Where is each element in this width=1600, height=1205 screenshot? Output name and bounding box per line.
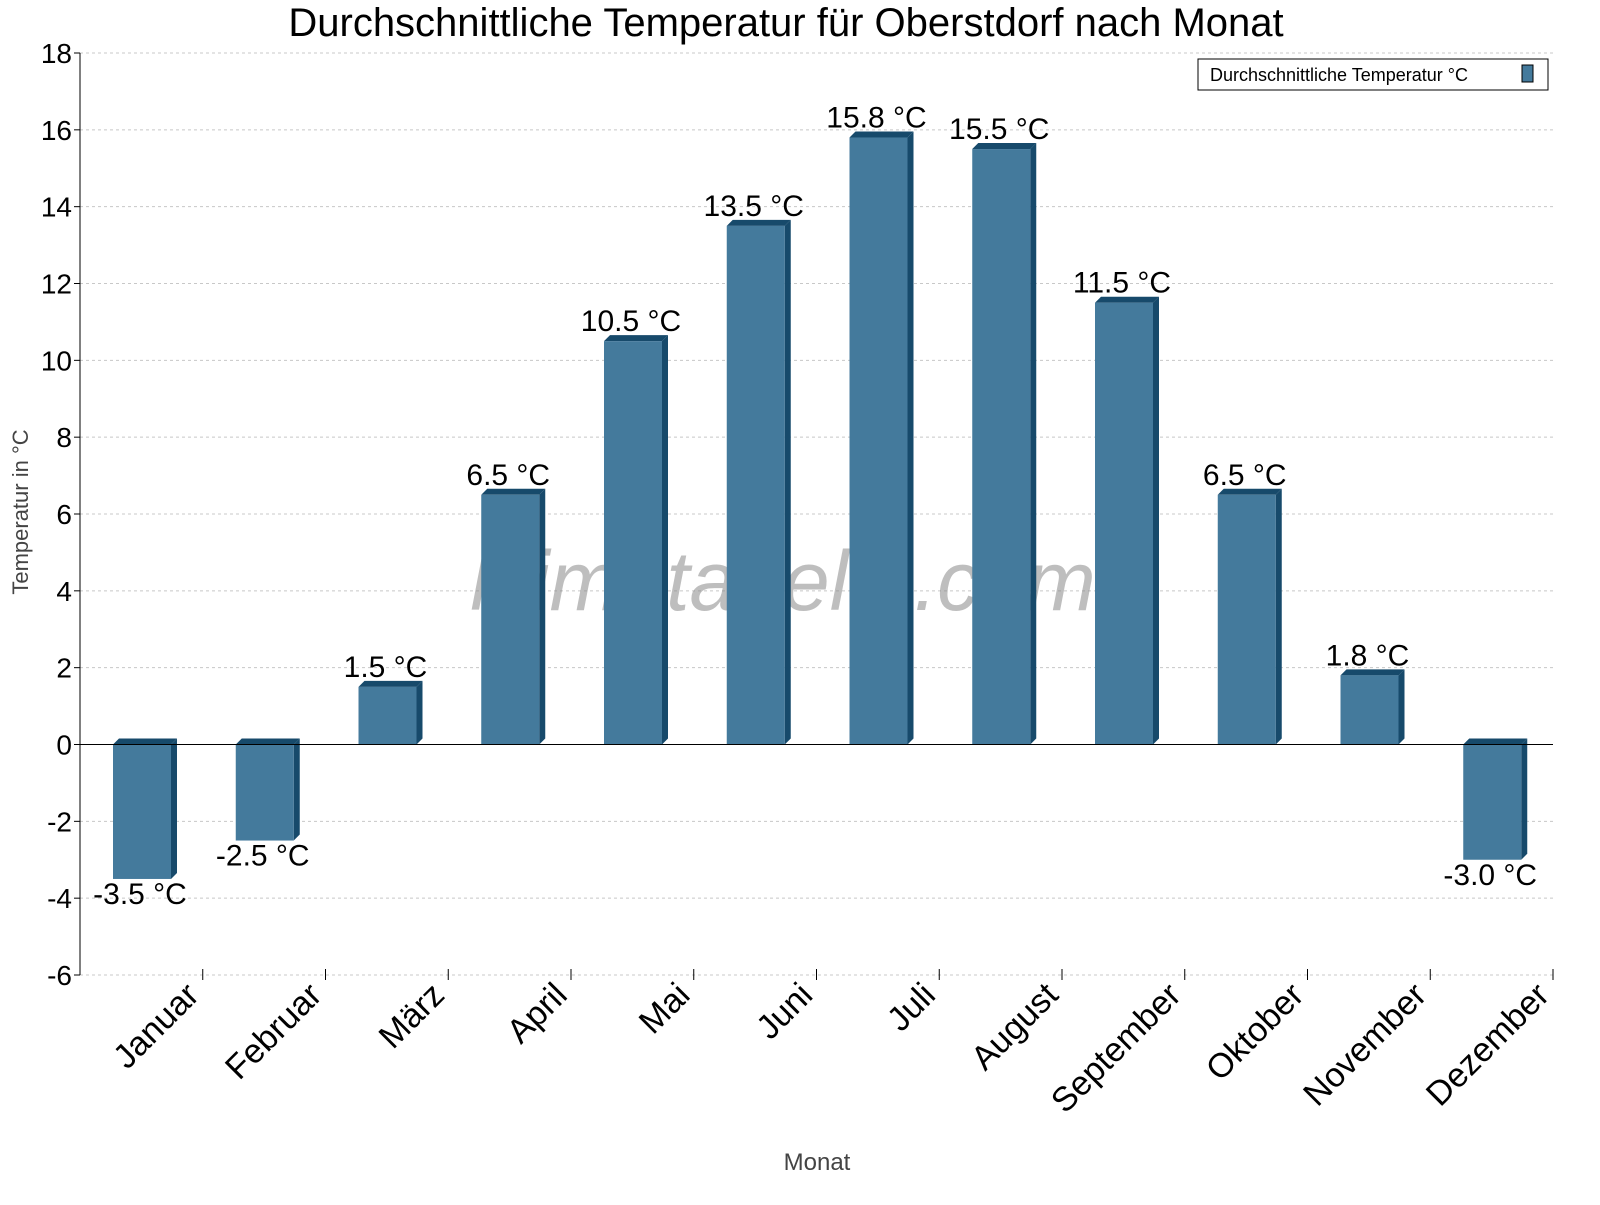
y-tick-label: -6	[47, 960, 72, 991]
data-label: 6.5 °C	[1203, 459, 1287, 492]
bar-side-face	[293, 738, 300, 841]
x-tick-label: September	[1044, 976, 1188, 1120]
chart-title: Durchschnittliche Temperatur für Oberstd…	[288, 1, 1283, 45]
bar-top-face	[972, 143, 1037, 150]
bar	[358, 686, 417, 745]
bar-top-face	[113, 738, 177, 745]
legend: Durchschnittliche Temperatur °C	[1197, 58, 1549, 91]
x-tick-label: Juli	[880, 976, 943, 1039]
x-tick-label: April	[500, 976, 575, 1051]
x-tick-label: August	[964, 975, 1066, 1077]
x-tick-label: Mai	[632, 976, 698, 1042]
bar-side-face	[784, 219, 791, 745]
bar-side-face	[1398, 669, 1405, 745]
bar	[235, 744, 294, 841]
y-tick-label: 8	[56, 422, 72, 453]
bars: -3.5 °C -2.5 °C 1.5 °C 6.5 °C 10.5 °C 13.5 °C…	[93, 102, 1537, 911]
y-tick-label: 16	[41, 115, 72, 146]
y-tick-label: 4	[56, 576, 72, 607]
bar-top-face	[481, 488, 546, 495]
data-label: 13.5 °C	[704, 190, 804, 223]
bar	[1217, 494, 1276, 745]
bar-top-face	[1340, 669, 1405, 676]
bar-side-face	[1275, 488, 1282, 745]
data-label: 10.5 °C	[581, 305, 681, 338]
legend-swatch	[1521, 64, 1534, 83]
y-tick-label: -4	[47, 883, 72, 914]
y-tick-label: 2	[56, 653, 72, 684]
bar-side-face	[416, 680, 423, 745]
bar-top-face	[604, 335, 668, 342]
bar-side-face	[907, 131, 914, 745]
bar	[1463, 744, 1522, 860]
bar	[849, 137, 908, 745]
y-tick-label: 18	[41, 38, 72, 69]
x-tick-label: November	[1296, 976, 1434, 1114]
x-tick-label: Januar	[106, 976, 206, 1076]
grid-lines	[80, 52, 1553, 976]
y-tick-label: 14	[41, 192, 72, 223]
bar	[972, 149, 1031, 745]
x-tick-label: März	[372, 976, 452, 1056]
bar-side-face	[1153, 296, 1159, 745]
bar	[481, 494, 540, 745]
bar-top-face	[849, 131, 914, 138]
data-label: 11.5 °C	[1073, 267, 1171, 300]
y-tick-label: 6	[56, 499, 72, 530]
bar	[1340, 675, 1399, 745]
y-tick-label: 0	[56, 730, 72, 761]
y-tick-label: 12	[41, 269, 72, 300]
bar-top-face	[1463, 738, 1528, 745]
bar-top-face	[1217, 488, 1282, 495]
bar	[1095, 302, 1153, 745]
data-label: 1.8 °C	[1326, 639, 1410, 672]
data-label: 1.5 °C	[344, 651, 428, 684]
x-tick-label: Februar	[218, 976, 329, 1087]
data-label: 15.5 °C	[949, 113, 1049, 146]
bar	[604, 341, 662, 745]
x-tick-label: Oktober	[1199, 976, 1311, 1088]
y-axis-title: Temperatur in °C	[8, 429, 33, 594]
x-axis-title: Monat	[784, 1149, 851, 1176]
bar-side-face	[171, 738, 177, 879]
bar-side-face	[539, 488, 546, 745]
data-label: -3.0 °C	[1443, 859, 1537, 892]
bar-side-face	[1030, 143, 1037, 745]
y-tick-label: -2	[47, 806, 72, 837]
bar-side-face	[1521, 738, 1528, 860]
bar	[726, 225, 785, 745]
bar-top-face	[235, 738, 300, 745]
bar-side-face	[662, 335, 668, 745]
data-label: 15.8 °C	[826, 102, 926, 135]
bar-top-face	[358, 680, 423, 687]
data-label: -3.5 °C	[93, 878, 187, 911]
bar-top-face	[1095, 296, 1159, 303]
bar-top-face	[726, 219, 791, 226]
legend-label: Durchschnittliche Temperatur °C	[1210, 65, 1468, 85]
data-label: 6.5 °C	[466, 459, 550, 492]
bar	[113, 744, 171, 879]
x-tick-label: Dezember	[1419, 976, 1557, 1114]
y-tick-label: 10	[41, 345, 72, 376]
x-tick-label: Juni	[749, 976, 820, 1047]
data-label: -2.5 °C	[216, 840, 310, 873]
